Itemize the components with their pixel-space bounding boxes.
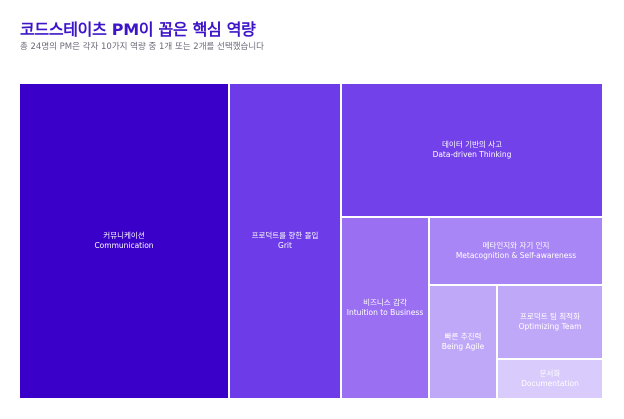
tile-label-en: Communication (94, 241, 154, 250)
tile-label-en: Being Agile (441, 342, 485, 351)
treemap-tile: 프로덕트를 향한 몰입 Grit (230, 84, 342, 400)
chart-subtitle: 총 24명의 PM은 각자 10가지 역량 중 1개 또는 2개를 선택했습니다 (20, 42, 264, 52)
tile-label-ko: 문서화 (539, 369, 561, 379)
treemap-tile: 프로덕트 팀 최적화 Optimizing Team (498, 286, 604, 360)
treemap-tile: 비즈니스 감각 Intuition to Business (342, 218, 430, 400)
treemap-tile: 빠른 추진력 Being Agile (430, 286, 498, 400)
tile-label-ko: 프로덕트 팀 최적화 (520, 312, 580, 322)
treemap: 커뮤니케이션 Communication 프로덕트를 향한 몰입 Grit 데이터 기반… (20, 84, 604, 400)
tile-label-ko: 빠른 추진력 (444, 332, 482, 342)
tile-label-en: Documentation (521, 379, 579, 388)
treemap-tile: 데이터 기반의 사고 Data-driven Thinking (342, 84, 604, 218)
treemap-tile: 문서화 Documentation (498, 360, 604, 400)
tile-label-en: Intuition to Business (346, 308, 424, 317)
tile-label-ko: 데이터 기반의 사고 (442, 140, 502, 150)
tile-label-en: Optimizing Team (518, 322, 582, 331)
treemap-tile: 커뮤니케이션 Communication (20, 84, 230, 400)
treemap-tile: 메타인지와 자기 인지 Metacognition & Self-awarenes… (430, 218, 604, 286)
tile-label-en: Metacognition & Self-awareness (455, 251, 577, 260)
tile-label-en: Data-driven Thinking (432, 150, 512, 159)
tile-label-ko: 커뮤니케이션 (103, 231, 145, 241)
tile-label-en: Grit (278, 241, 292, 250)
tile-label-ko: 비즈니스 감각 (363, 298, 407, 308)
tile-label-ko: 메타인지와 자기 인지 (482, 241, 550, 251)
tile-label-ko: 프로덕트를 향한 몰입 (251, 231, 319, 241)
chart-title: 코드스테이츠 PM이 꼽은 핵심 역량 (20, 20, 256, 39)
